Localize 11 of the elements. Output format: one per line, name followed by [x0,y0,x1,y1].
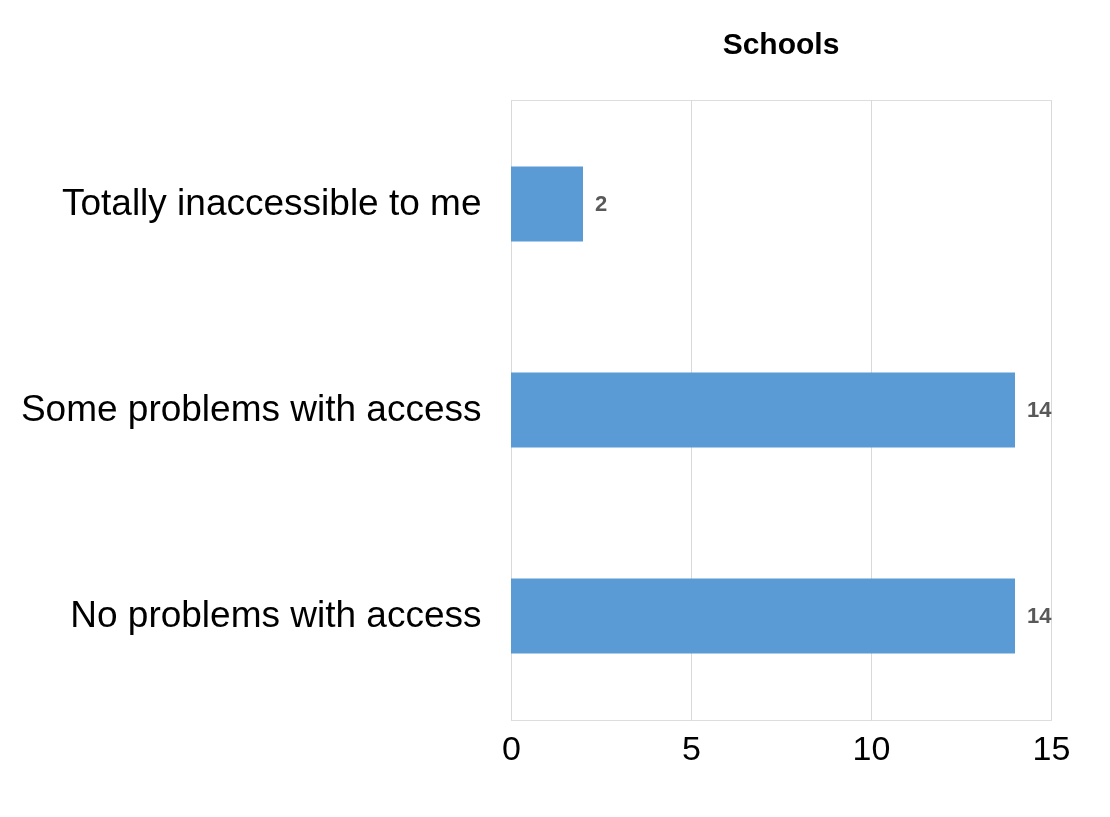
x-tick-label: 10 [852,728,891,767]
x-tick-label: 5 [682,728,701,767]
data-label: 14 [1027,602,1053,628]
chart-title: Schools [722,27,840,60]
y-tick-label: No problems with access [70,593,482,635]
y-tick-label: Totally inaccessible to me [61,182,482,224]
x-tick-label: 15 [1032,728,1071,767]
data-label: 2 [595,191,608,217]
y-tick-label: Some problems with access [20,388,482,429]
data-label: 14 [1027,397,1053,422]
x-tick-label: 0 [502,728,521,767]
